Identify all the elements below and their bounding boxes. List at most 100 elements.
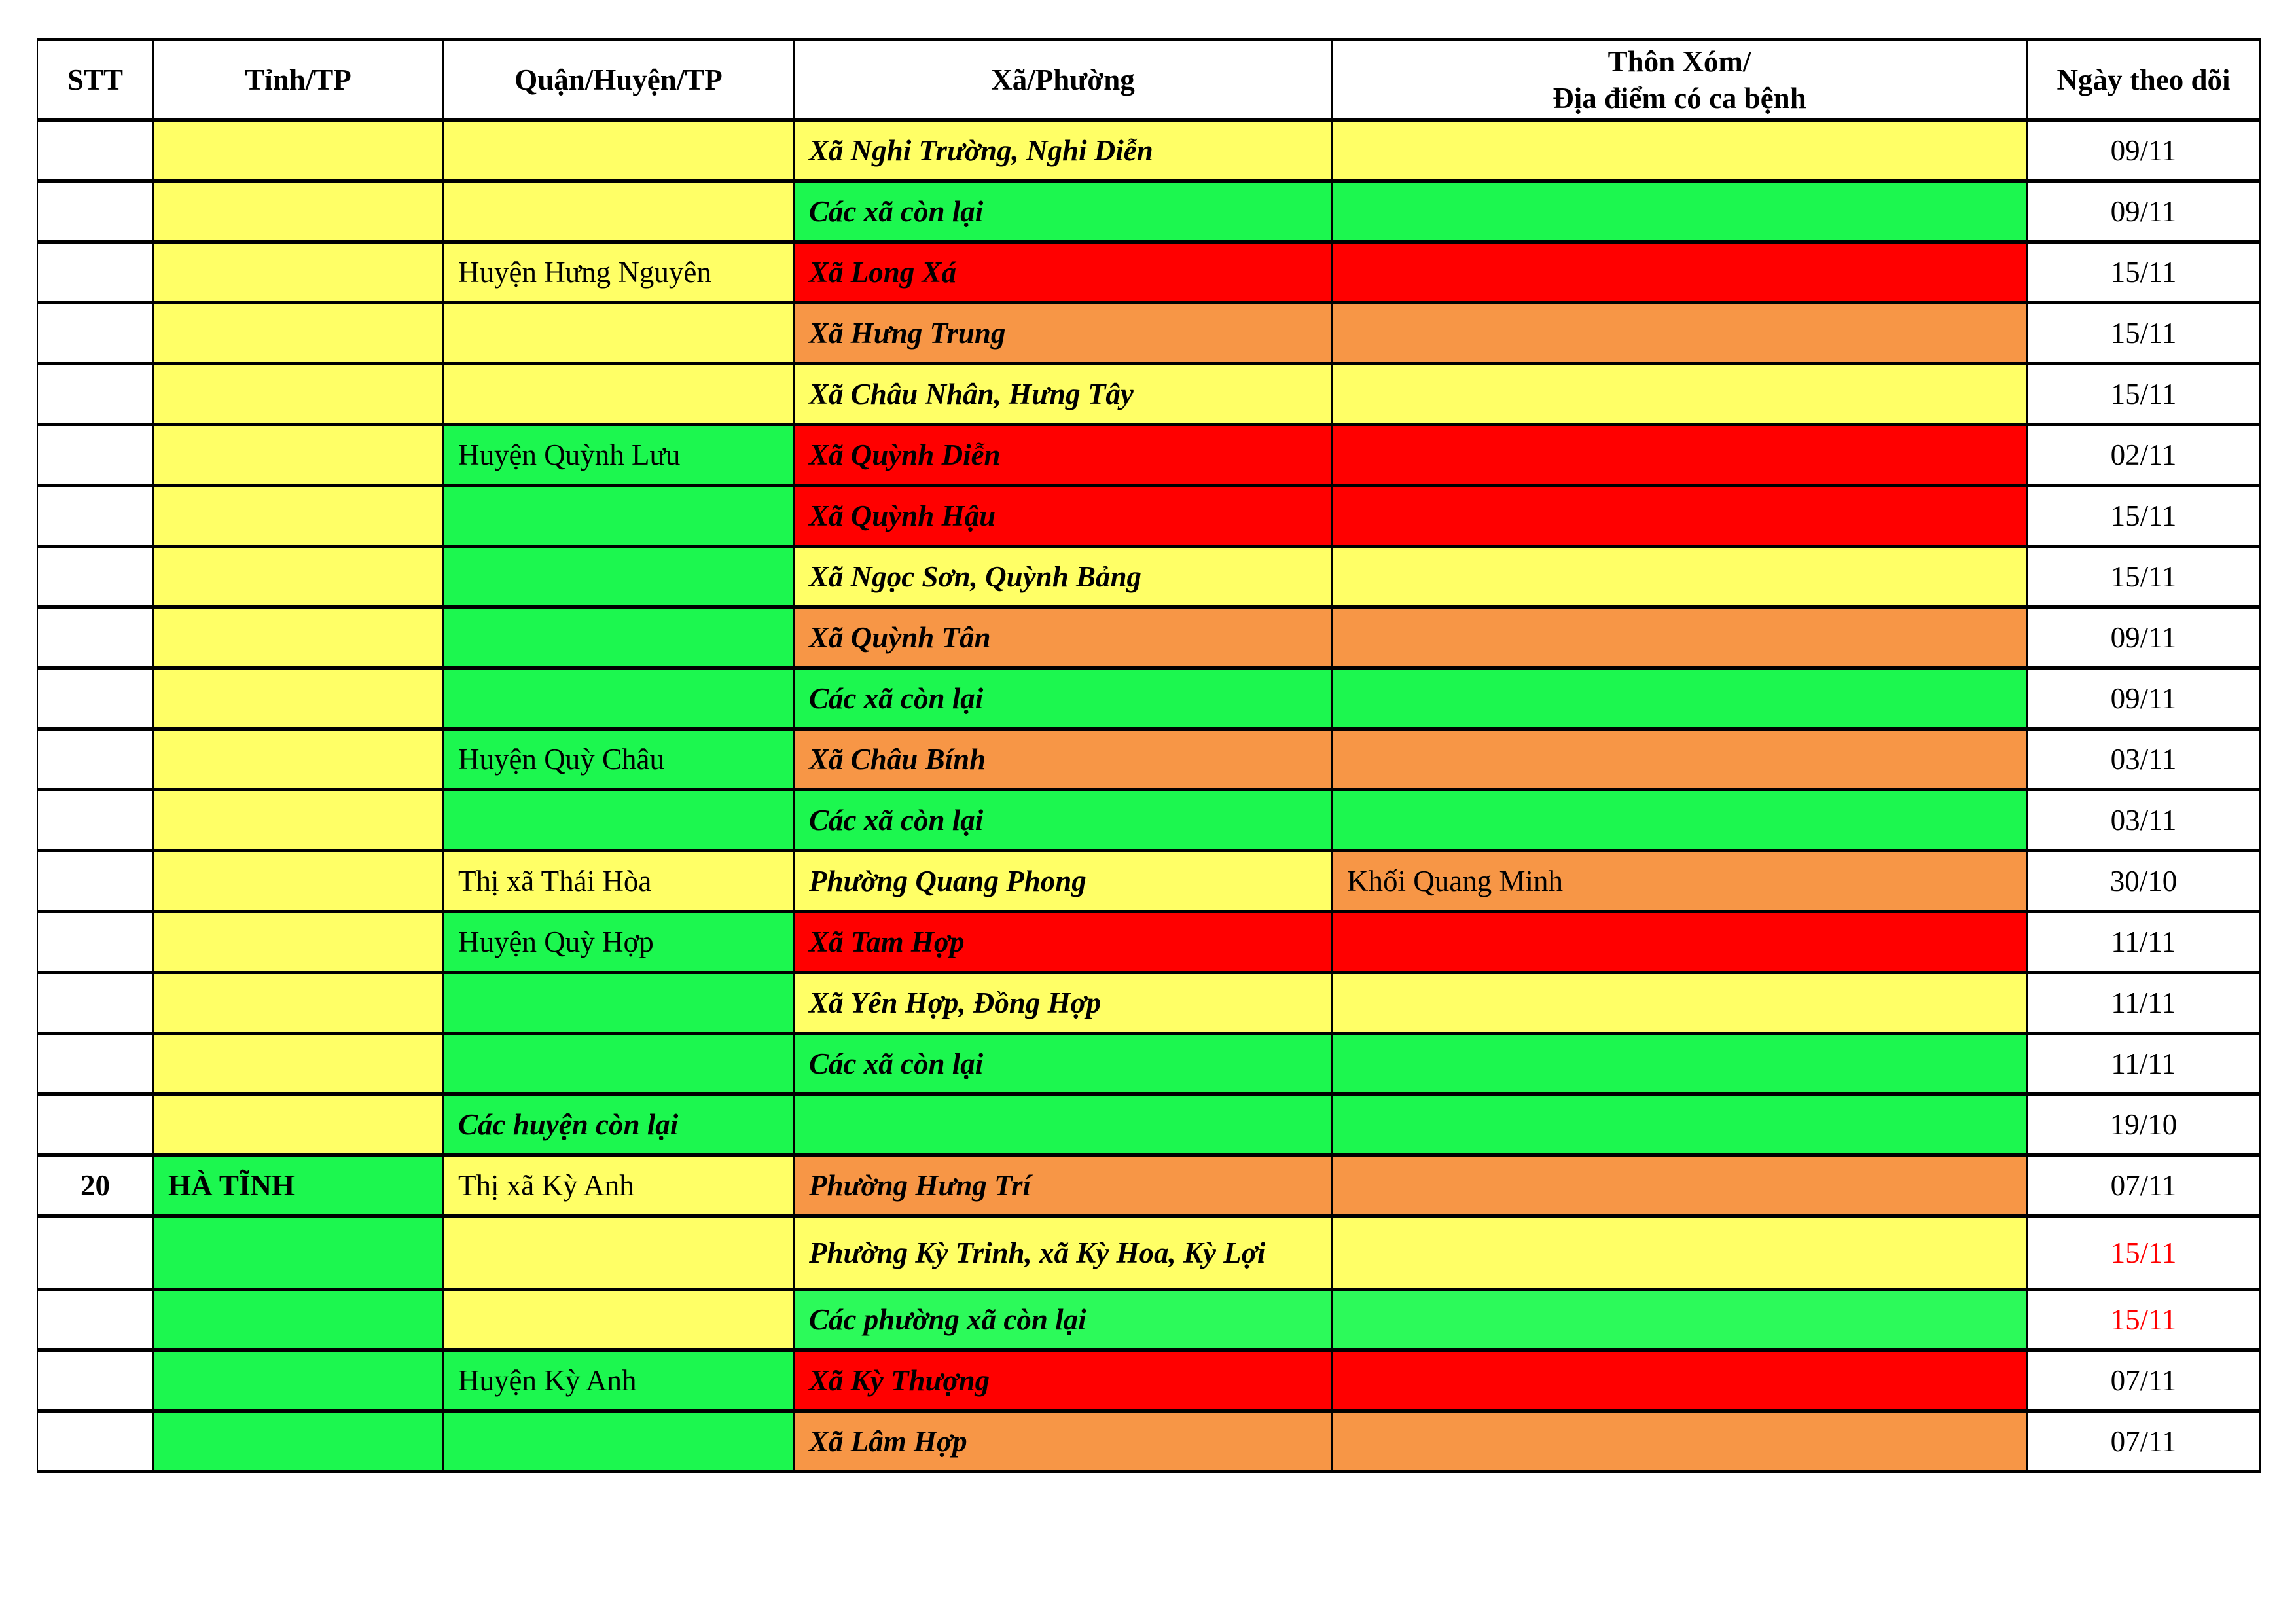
header-hamlet: Thôn Xóm/ Địa điểm có ca bệnh (1331, 38, 2028, 122)
header-province: Tỉnh/TP (152, 38, 444, 122)
table-row: Phường Kỳ Trinh, xã Kỳ Hoa, Kỳ Lợi 15/11 (37, 1214, 2261, 1291)
table-row: Xã Châu Nhân, Hưng Tây 15/11 (37, 362, 2261, 426)
hamlet-cell (1331, 727, 2028, 791)
date-cell: 30/10 (2026, 849, 2261, 913)
table-row: Các xã còn lại 03/11 (37, 788, 2261, 852)
commune-cell: Xã Châu Nhân, Hưng Tây (793, 362, 1333, 426)
district-cell (442, 1032, 795, 1096)
province-cell (152, 240, 444, 304)
table-row: Các xã còn lại 11/11 (37, 1032, 2261, 1096)
header-commune: Xã/Phường (793, 38, 1333, 122)
commune-cell: Xã Quỳnh Diễn (793, 423, 1333, 487)
date-cell: 11/11 (2026, 1032, 2261, 1096)
table-row: Huyện Quỳ Hợp Xã Tam Hợp 11/11 (37, 910, 2261, 974)
date-cell: 07/11 (2026, 1153, 2261, 1218)
province-cell (152, 1409, 444, 1473)
table-row: Thị xã Thái Hòa Phường Quang Phong Khối Qu… (37, 849, 2261, 913)
commune-cell: Phường Kỳ Trinh, xã Kỳ Hoa, Kỳ Lợi (793, 1214, 1333, 1291)
district-cell: Huyện Quỳ Hợp (442, 910, 795, 974)
table-body: Xã Nghi Trường, Nghi Diễn 09/11 Các xã còn… (37, 118, 2261, 1473)
commune-cell: Xã Kỳ Thượng (793, 1348, 1333, 1413)
hamlet-cell (1331, 1032, 2028, 1096)
province-cell (152, 1288, 444, 1352)
stt-cell (37, 179, 154, 244)
hamlet-cell (1331, 971, 2028, 1035)
province-cell (152, 1092, 444, 1157)
district-cell (442, 484, 795, 548)
hamlet-cell (1331, 362, 2028, 426)
province-cell (152, 1348, 444, 1413)
stt-cell (37, 545, 154, 609)
table-row: Huyện Kỳ Anh Xã Kỳ Thượng 07/11 (37, 1348, 2261, 1413)
table-row: Các xã còn lại 09/11 (37, 179, 2261, 244)
province-cell (152, 666, 444, 731)
stt-cell: 20 (37, 1153, 154, 1218)
stt-cell (37, 666, 154, 731)
stt-cell (37, 971, 154, 1035)
date-cell: 09/11 (2026, 179, 2261, 244)
commune-cell: Xã Tam Hợp (793, 910, 1333, 974)
district-cell (442, 1214, 795, 1291)
district-cell (442, 971, 795, 1035)
province-cell (152, 849, 444, 913)
date-cell: 11/11 (2026, 971, 2261, 1035)
province-cell (152, 423, 444, 487)
province-cell: HÀ TĨNH (152, 1153, 444, 1218)
commune-cell: Xã Ngọc Sơn, Quỳnh Bảng (793, 545, 1333, 609)
date-cell: 15/11 (2026, 301, 2261, 365)
hamlet-cell (1331, 484, 2028, 548)
date-cell: 09/11 (2026, 118, 2261, 183)
date-cell: 15/11 (2026, 1214, 2261, 1291)
commune-cell: Các xã còn lại (793, 179, 1333, 244)
date-cell: 02/11 (2026, 423, 2261, 487)
commune-cell: Các xã còn lại (793, 1032, 1333, 1096)
header-district: Quận/Huyện/TP (442, 38, 795, 122)
province-cell (152, 484, 444, 548)
header-stt: STT (37, 38, 154, 122)
stt-cell (37, 849, 154, 913)
province-cell (152, 1214, 444, 1291)
commune-cell: Phường Hưng Trí (793, 1153, 1333, 1218)
table-row: Huyện Quỳ Châu Xã Châu Bính 03/11 (37, 727, 2261, 791)
commune-cell (793, 1092, 1333, 1157)
hamlet-cell (1331, 1288, 2028, 1352)
province-cell (152, 788, 444, 852)
province-cell (152, 910, 444, 974)
table-row: Huyện Quỳnh Lưu Xã Quỳnh Diễn 02/11 (37, 423, 2261, 487)
commune-cell: Các phường xã còn lại (793, 1288, 1333, 1352)
province-cell (152, 971, 444, 1035)
province-cell (152, 1032, 444, 1096)
stt-cell (37, 910, 154, 974)
table-row: Xã Nghi Trường, Nghi Diễn 09/11 (37, 118, 2261, 183)
commune-cell: Xã Yên Hợp, Đồng Hợp (793, 971, 1333, 1035)
commune-cell: Xã Châu Bính (793, 727, 1333, 791)
district-cell (442, 1409, 795, 1473)
province-cell (152, 118, 444, 183)
stt-cell (37, 118, 154, 183)
district-cell (442, 118, 795, 183)
date-cell: 15/11 (2026, 240, 2261, 304)
table-row: Các xã còn lại 09/11 (37, 666, 2261, 731)
district-cell: Huyện Quỳ Châu (442, 727, 795, 791)
date-cell: 07/11 (2026, 1409, 2261, 1473)
table-row: Xã Lâm Hợp 07/11 (37, 1409, 2261, 1473)
province-cell (152, 545, 444, 609)
stt-cell (37, 605, 154, 670)
hamlet-cell (1331, 1409, 2028, 1473)
hamlet-cell (1331, 179, 2028, 244)
district-cell: Huyện Quỳnh Lưu (442, 423, 795, 487)
province-cell (152, 727, 444, 791)
hamlet-cell (1331, 1092, 2028, 1157)
stt-cell (37, 1092, 154, 1157)
table-row: Các huyện còn lại 19/10 (37, 1092, 2261, 1157)
stt-cell (37, 1032, 154, 1096)
table-row: Xã Hưng Trung 15/11 (37, 301, 2261, 365)
date-cell: 15/11 (2026, 362, 2261, 426)
district-cell: Huyện Hưng Nguyên (442, 240, 795, 304)
hamlet-cell (1331, 910, 2028, 974)
commune-cell: Xã Quỳnh Tân (793, 605, 1333, 670)
hamlet-cell (1331, 545, 2028, 609)
hamlet-cell (1331, 240, 2028, 304)
hamlet-cell (1331, 666, 2028, 731)
table-row: Xã Quỳnh Tân 09/11 (37, 605, 2261, 670)
